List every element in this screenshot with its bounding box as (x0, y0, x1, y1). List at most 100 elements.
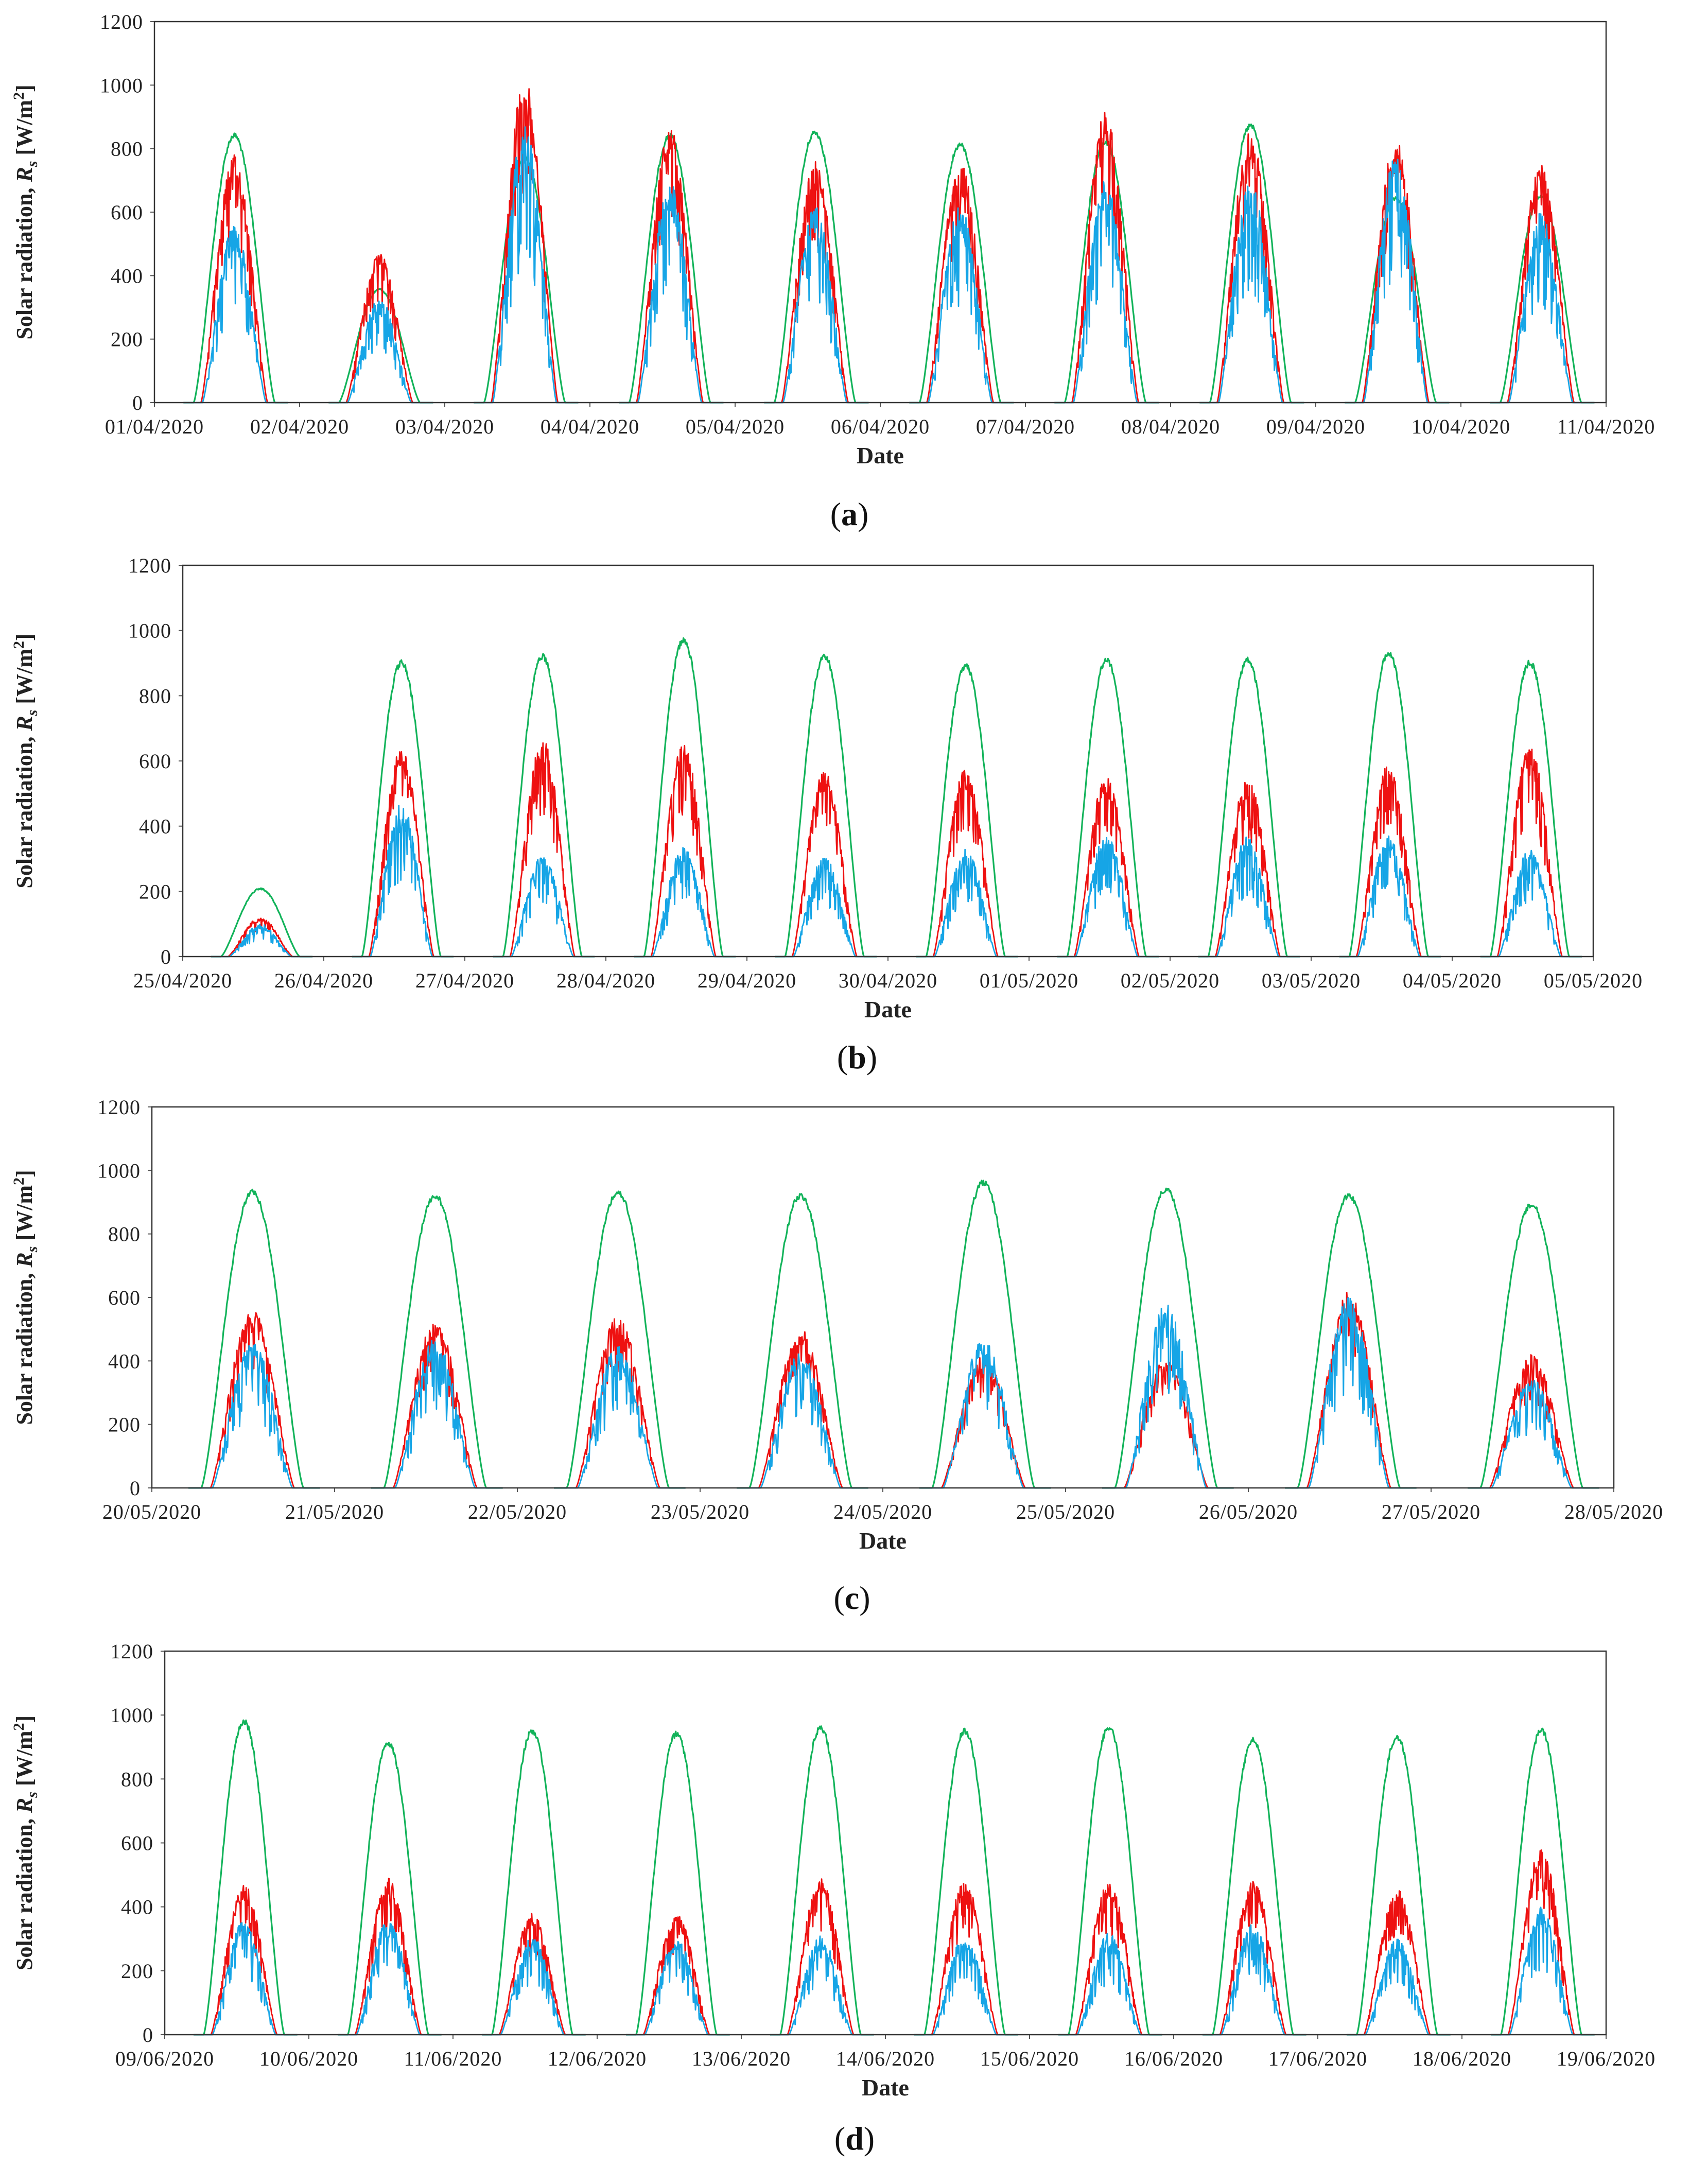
y-tick-label: 200 (108, 1413, 141, 1436)
series-line-green-day-5 (775, 653, 877, 958)
series-line-green-day-7 (1285, 1193, 1417, 1489)
x-tick-label: 24/05/2020 (833, 1500, 932, 1523)
series-line-green-day-9 (1347, 1735, 1451, 2036)
series-line-red-day-9 (1339, 766, 1441, 958)
plot-frame (164, 1650, 1607, 2036)
series-line-green-day-1 (194, 1719, 298, 2036)
series-line-red-day-4 (737, 1331, 868, 1489)
series-line-green-day-10 (1491, 1727, 1595, 2036)
y-tick-label: 600 (121, 1832, 153, 1855)
x-tick-label: 21/05/2020 (285, 1500, 384, 1523)
x-tick-label: 22/05/2020 (468, 1500, 567, 1523)
series-line-green-day-5 (764, 130, 869, 404)
series-line-green-day-2 (371, 1195, 503, 1489)
series-line-red-day-5 (775, 772, 877, 958)
series-line-red-day-10 (1480, 749, 1582, 958)
series-line-green-day-4 (626, 1730, 730, 2036)
series-line-red-day-5 (919, 1357, 1051, 1489)
series-line-red-day-8 (1468, 1354, 1599, 1489)
x-tick-label: 09/06/2020 (115, 2047, 214, 2070)
y-tick-label: 200 (139, 880, 171, 903)
y-tick-label: 800 (139, 684, 171, 707)
x-tick-label: 10/04/2020 (1412, 415, 1510, 438)
series-line-green-day-3 (482, 1729, 586, 2036)
plot-frame (182, 564, 1594, 958)
series-line-blue-day-7 (1058, 1933, 1162, 2036)
series-line-blue-day-6 (916, 848, 1018, 958)
x-tick-label: 29/04/2020 (698, 969, 796, 992)
series-line-red-day-8 (1199, 133, 1304, 404)
x-tick-label: 01/05/2020 (980, 969, 1078, 992)
x-tick-label: 10/06/2020 (259, 2047, 358, 2070)
series-line-blue-day-7 (1054, 181, 1159, 404)
x-tick-label: 02/05/2020 (1121, 969, 1219, 992)
series-line-red-day-4 (634, 744, 736, 958)
series-line-red-day-9 (1345, 145, 1450, 404)
series-line-green-day-8 (1468, 1203, 1599, 1489)
series-line-blue-day-8 (1203, 1924, 1306, 2036)
series-line-blue-day-8 (1468, 1380, 1599, 1489)
series-line-blue-day-1 (211, 924, 313, 958)
series-line-blue-day-6 (914, 1942, 1018, 2036)
y-tick-label: 600 (108, 1286, 141, 1309)
y-tick-label: 600 (139, 750, 171, 773)
y-tick-label: 200 (111, 328, 143, 351)
y-tick-label: 200 (121, 1960, 153, 1983)
x-tick-label: 08/04/2020 (1121, 415, 1220, 438)
y-tick-label: 1000 (100, 74, 143, 97)
series-line-red-day-7 (1285, 1292, 1417, 1489)
x-tick-label: 03/05/2020 (1262, 969, 1361, 992)
series-line-blue-day-3 (554, 1346, 686, 1489)
y-tick-label: 400 (108, 1349, 141, 1373)
x-tick-label: 28/05/2020 (1564, 1500, 1663, 1523)
series-line-blue-day-2 (371, 1340, 503, 1489)
series-line-green-day-6 (909, 142, 1014, 404)
series-line-blue-day-2 (328, 300, 433, 404)
series-line-red-day-10 (1490, 165, 1595, 404)
series-line-green (152, 1180, 1614, 1489)
series-line-green-day-5 (770, 1725, 874, 2036)
series-line-green-day-2 (338, 1741, 442, 2036)
series-line-green-day-2 (352, 659, 454, 958)
x-tick-label: 30/04/2020 (839, 969, 937, 992)
x-tick-label: 28/04/2020 (556, 969, 655, 992)
y-tick-label: 1200 (128, 554, 171, 577)
series-line-blue-day-8 (1198, 836, 1300, 958)
x-tick-label: 12/06/2020 (548, 2047, 647, 2070)
series-line-blue-day-5 (770, 1935, 874, 2036)
x-tick-label: 25/04/2020 (133, 969, 232, 992)
series-line-green-day-8 (1203, 1737, 1306, 2036)
x-tick-label: 23/05/2020 (651, 1500, 750, 1523)
series-line-blue-day-4 (634, 847, 736, 958)
series-line-red-day-3 (554, 1318, 686, 1489)
series-line-blue-day-2 (338, 1923, 442, 2036)
series-line-blue (183, 805, 1593, 958)
series-line-red-day-3 (493, 742, 595, 958)
series-line-green-day-9 (1339, 652, 1441, 958)
series-line-blue-day-5 (764, 207, 869, 404)
series-line-green-day-8 (1199, 123, 1304, 404)
series-line-red-day-10 (1491, 1849, 1595, 2036)
panel-c: 0 200 400 600 800 1000 1200 20/05/2020 21/05/202… (10, 1096, 1663, 1616)
panel-caption: (b) (837, 1039, 877, 1076)
series-line-red-day-6 (916, 770, 1018, 958)
series-line-green-day-1 (188, 1188, 320, 1489)
plot-frame (153, 21, 1607, 404)
series-line-red-day-1 (188, 1312, 320, 1489)
series-line-red (154, 88, 1606, 404)
series-line-blue-day-3 (482, 1939, 586, 2036)
x-tick-label: 27/05/2020 (1382, 1500, 1480, 1523)
series-line-blue-day-9 (1345, 159, 1450, 404)
panel-caption: (d) (834, 2120, 875, 2157)
series-line-blue-day-4 (737, 1353, 868, 1489)
x-tick-label: 19/06/2020 (1557, 2047, 1656, 2070)
y-tick-label: 1200 (100, 10, 143, 33)
series-line-blue-day-3 (474, 126, 579, 404)
x-tick-label: 05/04/2020 (686, 415, 785, 438)
x-tick-label: 13/06/2020 (692, 2047, 791, 2070)
y-tick-label: 400 (111, 264, 143, 287)
panel-b: 0 200 400 600 800 1000 1200 25/04/2020 26/04/202… (10, 554, 1642, 1076)
series-line-red-day-1 (183, 154, 288, 404)
series-line-blue-day-5 (775, 858, 877, 958)
y-tick-label: 800 (121, 1767, 153, 1791)
